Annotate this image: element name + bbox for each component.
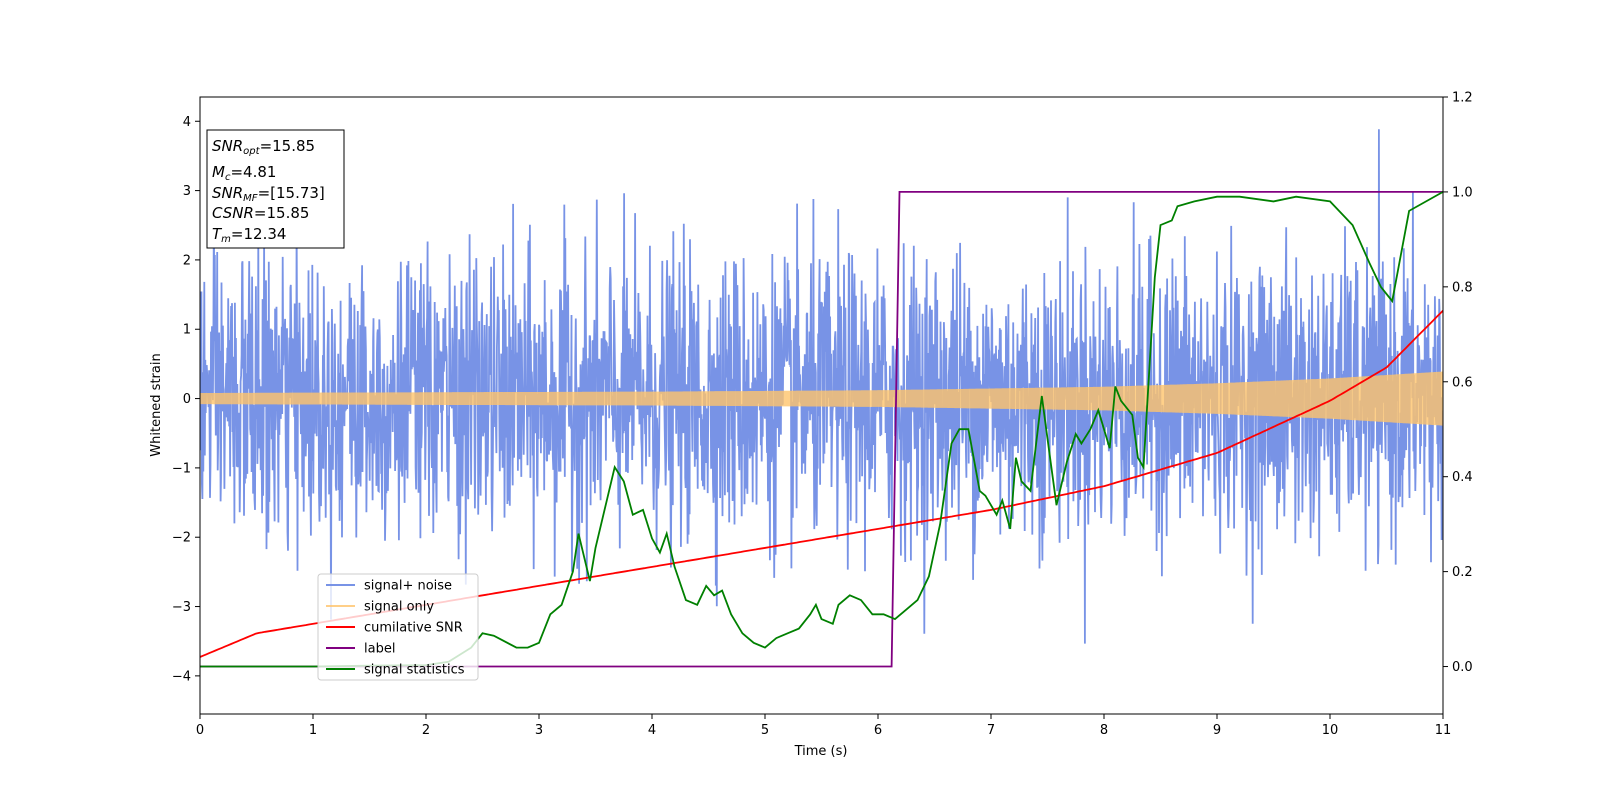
annotation-frame [206,129,345,249]
legend-entry-signal: signal only [364,600,434,615]
annotation-csnr: CSNR=15.85 [212,204,309,222]
y-left-tick-label: 3 [183,184,191,199]
y-axis-label: Whitened strain [149,353,164,456]
noise-series-line [200,129,1443,644]
y-right-tick-label: 1.0 [1452,185,1473,200]
x-axis-label: Time (s) [794,744,848,759]
y-right-tick-label: 0.8 [1452,280,1473,295]
legend-entry-noise: signal+ noise [364,579,452,594]
annotation-mc: Mc=4.81 [212,163,276,183]
legend: signal+ noise signal only cumilative SNR… [317,573,479,681]
y-axis-right: 0.0 0.2 0.4 0.6 0.8 1.0 1.2 [1443,91,1473,675]
label-line [200,191,1443,668]
y-right-tick-label: 0.2 [1452,565,1473,580]
x-tick-label: 3 [535,723,543,738]
x-tick-label: 5 [761,723,769,738]
x-tick-label: 7 [987,723,995,738]
annotation-tm: Tm=12.34 [212,225,286,245]
x-tick-label: 8 [1100,723,1108,738]
y-right-tick-label: 0.4 [1452,470,1473,485]
legend-entry-cum-snr: cumilative SNR [364,621,463,636]
annotation-snr-opt: SNRopt=15.85 [212,137,315,157]
y-left-tick-label: 2 [183,253,191,268]
y-left-tick-label: 0 [183,392,191,407]
y-left-tick-label: −2 [172,531,191,546]
legend-entry-label: label [364,642,395,657]
x-axis: 0 1 2 3 4 5 6 7 8 9 10 11 [196,714,1451,738]
x-tick-label: 0 [196,723,204,738]
y-left-tick-label: −3 [172,600,191,615]
x-tick-label: 10 [1322,723,1339,738]
x-tick-label: 11 [1435,723,1452,738]
annotation-snr-mf: SNRMF=[15.73] [212,184,325,204]
x-tick-label: 6 [874,723,882,738]
x-tick-label: 1 [309,723,317,738]
annotation-box: SNRopt=15.85 Mc=4.81 SNRMF=[15.73] CSNR=… [206,129,345,249]
signal-series-line [200,371,1443,426]
x-tick-label: 4 [648,723,656,738]
x-tick-label: 2 [422,723,430,738]
plot-frame [199,96,1444,715]
x-tick-label: 9 [1213,723,1221,738]
y-right-tick-label: 1.2 [1452,91,1473,106]
y-left-tick-label: −1 [172,461,191,476]
signal-statistics-line [200,191,1443,668]
legend-entry-stats: signal statistics [364,663,465,678]
legend-frame [317,573,479,681]
y-right-tick-label: 0.6 [1452,375,1473,390]
y-axis-left: −4 −3 −2 −1 0 1 2 3 4 [172,115,200,684]
y-right-tick-label: 0.0 [1452,660,1473,675]
y-left-tick-label: −4 [172,669,191,684]
y-left-tick-label: 1 [183,323,191,338]
y-left-tick-label: 4 [183,115,191,130]
